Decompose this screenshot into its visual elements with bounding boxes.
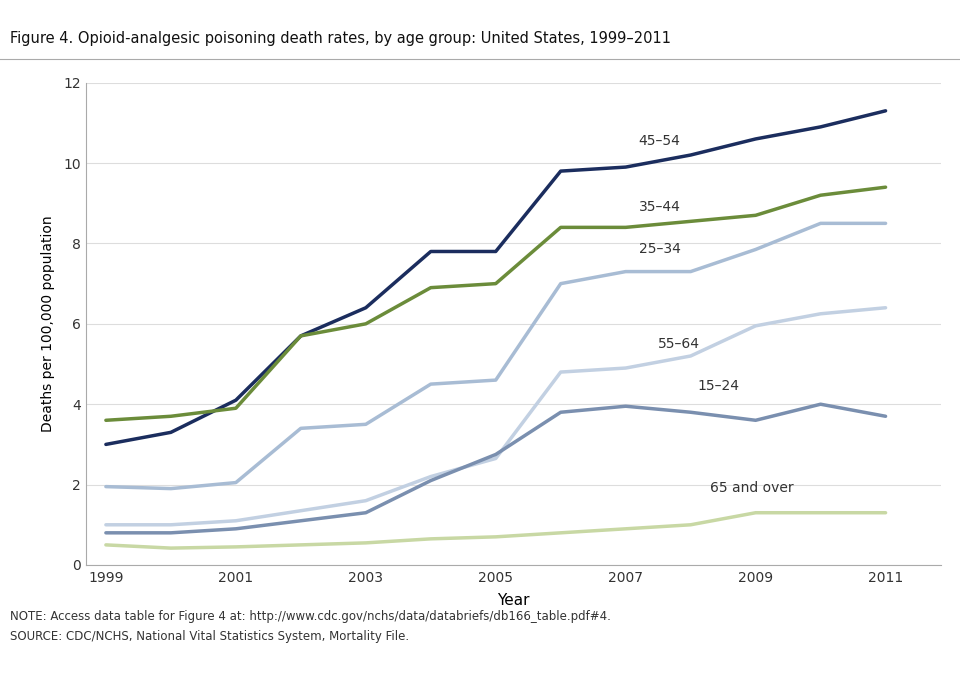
Y-axis label: Deaths per 100,000 population: Deaths per 100,000 population bbox=[41, 216, 55, 432]
Text: NOTE: Access data table for Figure 4 at: http://www.cdc.gov/nchs/data/databriefs: NOTE: Access data table for Figure 4 at:… bbox=[10, 610, 611, 623]
Text: 45–54: 45–54 bbox=[638, 134, 681, 148]
Text: 15–24: 15–24 bbox=[697, 379, 739, 393]
Text: Figure 4. Opioid-analgesic poisoning death rates, by age group: United States, 1: Figure 4. Opioid-analgesic poisoning dea… bbox=[10, 31, 671, 46]
Text: 25–34: 25–34 bbox=[638, 243, 681, 256]
Text: SOURCE: CDC/NCHS, National Vital Statistics System, Mortality File.: SOURCE: CDC/NCHS, National Vital Statist… bbox=[10, 630, 409, 644]
X-axis label: Year: Year bbox=[497, 593, 530, 608]
Text: 35–44: 35–44 bbox=[638, 200, 681, 214]
Text: 55–64: 55–64 bbox=[659, 337, 700, 351]
Text: 65 and over: 65 and over bbox=[710, 481, 794, 495]
